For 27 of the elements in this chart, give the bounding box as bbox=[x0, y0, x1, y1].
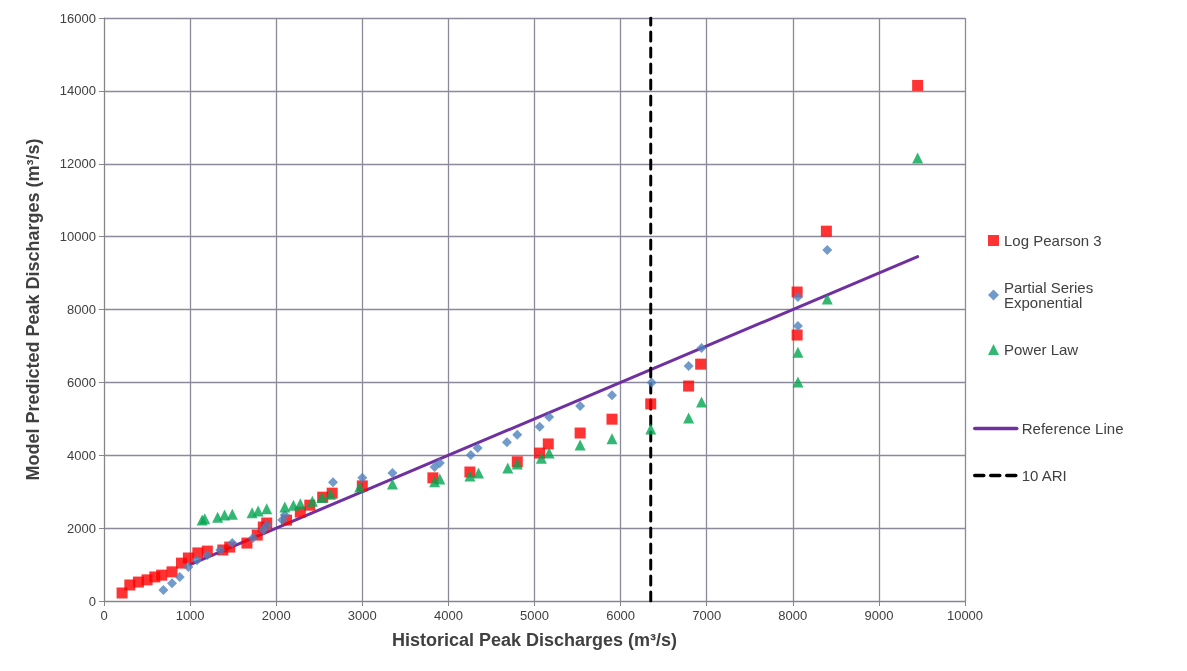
x-tick-label: 6000 bbox=[606, 608, 636, 623]
y-tick-label: 10000 bbox=[59, 229, 96, 245]
x-tick-label: 7000 bbox=[692, 608, 722, 623]
legend-label: Partial Series Exponential bbox=[1004, 279, 1098, 311]
y-tick-label: 14000 bbox=[59, 83, 96, 99]
legend-label: Reference Line bbox=[1021, 420, 1124, 437]
x-tick-label: 3000 bbox=[347, 608, 377, 623]
legend-label: 10 ARI bbox=[1021, 467, 1067, 484]
x-tick-label: 2000 bbox=[261, 608, 291, 623]
x-tick-label: 8000 bbox=[778, 608, 808, 623]
y-tick-label: 2000 bbox=[67, 520, 96, 536]
legend-label: Power Law bbox=[1004, 341, 1079, 358]
y-tick-label: 4000 bbox=[67, 447, 96, 463]
y-tick-label: 8000 bbox=[67, 302, 96, 317]
x-tick-label: 5000 bbox=[520, 608, 549, 623]
y-tick-label: 6000 bbox=[67, 374, 96, 390]
y-axis-title: Model Predicted Peak Discharges (m³/s) bbox=[23, 138, 43, 481]
y-tick-label: 12000 bbox=[59, 156, 96, 172]
y-tick-label: 0 bbox=[88, 593, 96, 609]
x-tick-label: 9000 bbox=[864, 608, 894, 623]
x-tick-label: 4000 bbox=[433, 608, 463, 623]
legend-label: Log Pearson 3 bbox=[1004, 232, 1102, 249]
x-tick-label: 10000 bbox=[946, 608, 984, 623]
x-axis-title: Historical Peak Discharges (m³/s) bbox=[391, 630, 678, 650]
x-tick-label: 1000 bbox=[175, 608, 205, 623]
y-tick-label: 16000 bbox=[59, 10, 96, 26]
x-tick-label: 0 bbox=[100, 608, 108, 623]
